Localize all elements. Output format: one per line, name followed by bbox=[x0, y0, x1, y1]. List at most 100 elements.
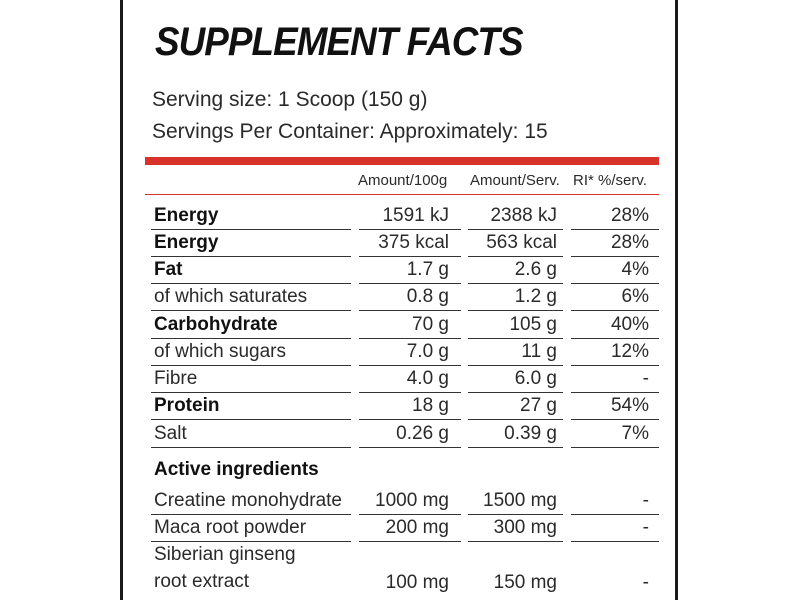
amount-per-100g: 1.7 g bbox=[407, 259, 449, 281]
panel-title: SUPPLEMENT FACTS bbox=[155, 20, 523, 65]
amount-per-100g: 1000 mg bbox=[375, 490, 449, 512]
amount-per-100g: 100 mg bbox=[386, 572, 449, 594]
row-underline bbox=[468, 419, 563, 420]
ri-percent: 28% bbox=[611, 232, 649, 254]
row-underline bbox=[571, 392, 659, 393]
table-row: Siberian ginseng root extract 100 mg 150 mg… bbox=[123, 544, 675, 571]
nutrient-label: Energy bbox=[154, 205, 218, 227]
table-row: Energy 1591 kJ 2388 kJ 28% bbox=[123, 205, 675, 232]
row-underline bbox=[151, 447, 351, 448]
nutrient-label: Fat bbox=[154, 259, 183, 281]
ri-percent: 7% bbox=[622, 423, 649, 445]
amount-per-100g: 200 mg bbox=[386, 517, 449, 539]
header-amount-per-serving: Amount/Serv. bbox=[470, 172, 560, 189]
row-underline bbox=[151, 310, 351, 311]
ri-percent: - bbox=[643, 517, 649, 539]
nutrient-label: Protein bbox=[154, 395, 219, 417]
row-underline bbox=[468, 447, 563, 448]
servings-per-container: Servings Per Container: Approximately: 1… bbox=[152, 120, 548, 144]
header-ri-percent: RI* %/serv. bbox=[573, 172, 647, 189]
header-thin-rule bbox=[145, 194, 659, 195]
ri-percent: - bbox=[643, 490, 649, 512]
row-underline bbox=[571, 283, 659, 284]
ri-percent: 40% bbox=[611, 314, 649, 336]
row-underline bbox=[359, 365, 461, 366]
amount-per-serving: 27 g bbox=[520, 395, 557, 417]
ingredient-label-line2: root extract bbox=[154, 571, 249, 593]
amount-per-serving: 11 g bbox=[521, 341, 557, 363]
amount-per-serving: 2388 kJ bbox=[490, 205, 557, 227]
amount-per-serving: 1500 mg bbox=[483, 490, 557, 512]
ingredient-label: Creatine monohydrate bbox=[154, 490, 342, 512]
header-amount-per-100g: Amount/100g bbox=[358, 172, 447, 189]
amount-per-100g: 18 g bbox=[412, 395, 449, 417]
row-underline bbox=[359, 392, 461, 393]
row-underline bbox=[571, 310, 659, 311]
row-underline bbox=[468, 229, 563, 230]
row-underline bbox=[571, 365, 659, 366]
amount-per-100g: 70 g bbox=[412, 314, 449, 336]
table-row: of which sugars 7.0 g 11 g 12% bbox=[123, 341, 675, 368]
amount-per-100g: 375 kcal bbox=[378, 232, 449, 254]
row-underline bbox=[468, 256, 563, 257]
nutrient-label: of which sugars bbox=[154, 341, 286, 363]
table-row: Creatine monohydrate 1000 mg 1500 mg - bbox=[123, 490, 675, 517]
row-underline bbox=[468, 365, 563, 366]
row-underline bbox=[359, 419, 461, 420]
row-underline bbox=[571, 447, 659, 448]
table-row: Fat 1.7 g 2.6 g 4% bbox=[123, 259, 675, 286]
amount-per-serving: 150 mg bbox=[494, 572, 557, 594]
nutrient-label: Fibre bbox=[154, 368, 197, 390]
row-underline bbox=[151, 392, 351, 393]
amount-per-100g: 0.26 g bbox=[396, 423, 449, 445]
ri-percent: 54% bbox=[611, 395, 649, 417]
ri-percent: - bbox=[643, 368, 649, 390]
row-underline bbox=[571, 256, 659, 257]
amount-per-100g: 0.8 g bbox=[407, 286, 449, 308]
amount-per-100g: 7.0 g bbox=[407, 341, 449, 363]
ri-percent: 12% bbox=[611, 341, 649, 363]
ri-percent: 28% bbox=[611, 205, 649, 227]
row-underline bbox=[359, 256, 461, 257]
table-row: of which saturates 0.8 g 1.2 g 6% bbox=[123, 286, 675, 313]
row-underline bbox=[571, 338, 659, 339]
row-underline bbox=[359, 229, 461, 230]
row-underline bbox=[468, 338, 563, 339]
table-row: Protein 18 g 27 g 54% bbox=[123, 395, 675, 422]
serving-size: Serving size: 1 Scoop (150 g) bbox=[152, 88, 427, 112]
table-row: Energy 375 kcal 563 kcal 28% bbox=[123, 232, 675, 259]
amount-per-serving: 563 kcal bbox=[486, 232, 557, 254]
amount-per-serving: 2.6 g bbox=[515, 259, 557, 281]
row-underline bbox=[468, 392, 563, 393]
amount-per-100g: 1591 kJ bbox=[382, 205, 449, 227]
nutrient-label: Carbohydrate bbox=[154, 314, 278, 336]
nutrient-label: Salt bbox=[154, 423, 187, 445]
ingredient-label: Siberian ginseng bbox=[154, 544, 296, 566]
supplement-facts-panel: SUPPLEMENT FACTS Serving size: 1 Scoop (… bbox=[120, 0, 678, 600]
row-underline bbox=[468, 283, 563, 284]
nutrient-label: Energy bbox=[154, 232, 218, 254]
table-row: Salt 0.26 g 0.39 g 7% bbox=[123, 423, 675, 450]
row-underline bbox=[151, 338, 351, 339]
ingredient-label: Maca root powder bbox=[154, 517, 306, 539]
row-underline bbox=[359, 338, 461, 339]
row-underline bbox=[151, 283, 351, 284]
row-underline bbox=[359, 283, 461, 284]
row-underline bbox=[151, 365, 351, 366]
row-underline bbox=[151, 229, 351, 230]
amount-per-100g: 4.0 g bbox=[407, 368, 449, 390]
table-row: Carbohydrate 70 g 105 g 40% bbox=[123, 314, 675, 341]
header-red-rule bbox=[145, 157, 659, 165]
amount-per-serving: 6.0 g bbox=[515, 368, 557, 390]
row-underline bbox=[151, 419, 351, 420]
row-underline bbox=[359, 447, 461, 448]
amount-per-serving: 1.2 g bbox=[515, 286, 557, 308]
row-underline bbox=[571, 229, 659, 230]
ri-percent: 4% bbox=[622, 259, 649, 281]
amount-per-serving: 105 g bbox=[509, 314, 557, 336]
row-underline bbox=[468, 310, 563, 311]
row-underline bbox=[571, 419, 659, 420]
row-underline bbox=[359, 310, 461, 311]
row-underline bbox=[151, 256, 351, 257]
amount-per-serving: 0.39 g bbox=[504, 423, 557, 445]
